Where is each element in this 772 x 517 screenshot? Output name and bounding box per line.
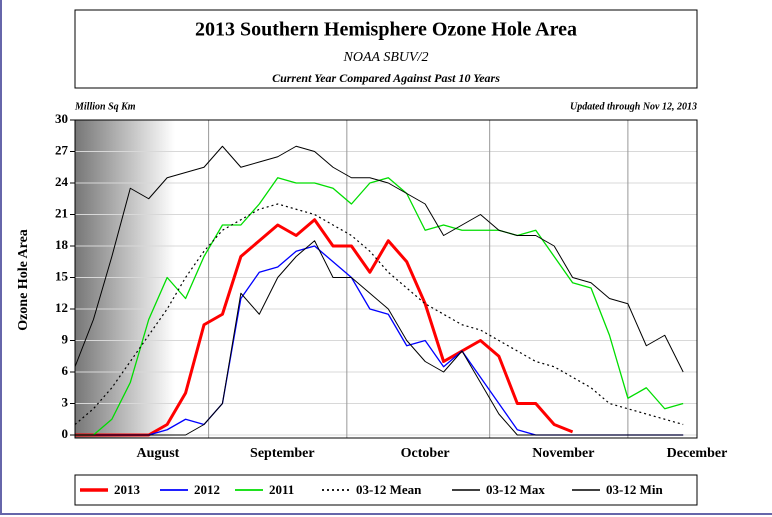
series-line	[74, 203, 684, 426]
series-line	[75, 218, 574, 437]
y-tick-label: 30	[55, 111, 68, 126]
y-tick-label: 9	[62, 331, 69, 346]
x-tick-label: August	[137, 446, 180, 461]
title-box	[74, 9, 698, 89]
x-tick-label: November	[532, 446, 594, 461]
legend-label: 03-12 Min	[606, 482, 663, 497]
legend-label: 2012	[194, 482, 220, 497]
x-tick-label: September	[250, 446, 315, 461]
y-tick-label: 0	[62, 426, 69, 441]
legend-label: 03-12 Max	[486, 482, 545, 497]
y-tick-label: 3	[62, 394, 69, 409]
y-tick-label: 18	[55, 237, 69, 252]
updated-note: Updated through Nov 12, 2013	[570, 101, 697, 112]
series-line	[75, 240, 684, 436]
chart-title: 2013 Southern Hemisphere Ozone Hole Area	[195, 19, 577, 41]
legend-label: 2011	[269, 482, 294, 497]
y-tick-label: 24	[55, 174, 69, 189]
plot-frame	[74, 119, 698, 439]
y-tick-label: 6	[62, 363, 69, 378]
shading	[75, 120, 175, 438]
legend-label: 03-12 Mean	[356, 482, 422, 497]
legend-label: 2013	[114, 482, 141, 497]
y-tick-label: 21	[55, 205, 68, 220]
x-tick-label: December	[667, 446, 728, 461]
y-tick-label: 15	[55, 268, 69, 283]
x-tick-label: October	[401, 446, 450, 461]
y-axis-label: Ozone Hole Area	[16, 229, 31, 331]
series-line	[74, 145, 684, 373]
y-tick-label: 12	[55, 300, 68, 315]
subtitle: NOAA SBUV/2	[343, 50, 429, 65]
y-tick-label: 27	[55, 142, 69, 157]
unit-label: Million Sq Km	[74, 101, 136, 112]
subtitle: Current Year Compared Against Past 10 Ye…	[272, 71, 500, 85]
legend-box	[74, 474, 698, 506]
